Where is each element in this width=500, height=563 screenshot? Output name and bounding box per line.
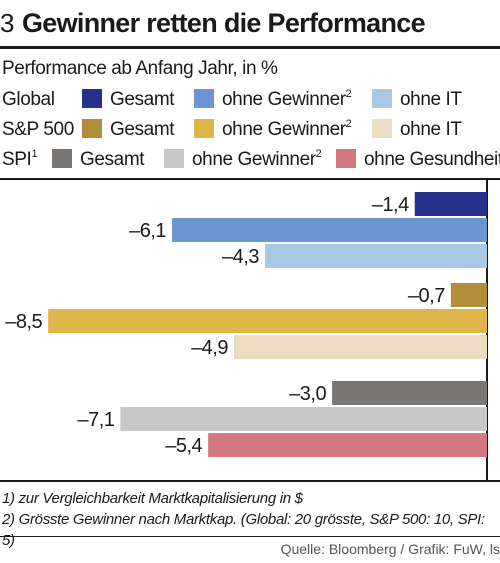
legend-label: ohne Gewinner2 bbox=[222, 118, 352, 140]
legend-swatch bbox=[52, 149, 72, 168]
footer-rule bbox=[0, 536, 500, 537]
legend-label: ohne IT bbox=[400, 89, 462, 110]
bar-chart: –1,4 –6,1 –4,3 –0,7 –8,5 –4,9 –3,0 –7,1 –5,4 bbox=[5, 180, 488, 480]
bar bbox=[414, 192, 487, 216]
legend-group-label: Global bbox=[2, 89, 55, 110]
legend-group-label: SPI1 bbox=[2, 148, 38, 170]
bar bbox=[332, 381, 487, 405]
legend-swatch bbox=[372, 89, 392, 108]
legend-row-spi: SPI1 Gesamt ohne Gewinner2 ohne Gesundhe… bbox=[0, 146, 500, 174]
legend-label: Gesamt bbox=[80, 149, 145, 170]
footnote-1: 1) zur Vergleichbarkeit Marktkapitalisie… bbox=[2, 490, 303, 507]
bar bbox=[450, 283, 487, 307]
bar-value-label: –0,7 bbox=[408, 285, 445, 307]
footnotes: 1) zur Vergleichbarkeit Marktkapitalisie… bbox=[2, 488, 500, 551]
legend-swatch bbox=[82, 119, 102, 138]
legend-row-global: Global Gesamt ohne Gewinner2 ohne IT bbox=[0, 86, 500, 114]
legend-swatch bbox=[194, 89, 214, 108]
legend-swatch bbox=[164, 149, 184, 168]
legend-swatch bbox=[336, 149, 356, 168]
legend-swatch bbox=[82, 89, 102, 108]
legend-label: ohne IT bbox=[400, 119, 462, 140]
title-rule bbox=[0, 46, 500, 49]
bar-value-label: –6,1 bbox=[129, 220, 166, 242]
bar bbox=[172, 218, 487, 242]
bar-value-label: –1,4 bbox=[372, 194, 409, 216]
bar bbox=[48, 309, 488, 333]
chart-bottom-rule bbox=[0, 480, 500, 482]
legend-label: ohne Gewinner2 bbox=[222, 88, 352, 110]
chart-header: 3 Gewinner retten die Performance bbox=[0, 4, 426, 42]
legend-label: Gesamt bbox=[110, 119, 175, 140]
bar-value-label: –4,9 bbox=[191, 337, 228, 359]
legend-label: Gesamt bbox=[110, 89, 175, 110]
source-credit: Quelle: Bloomberg / Grafik: FuW, ls bbox=[280, 541, 500, 557]
bar-value-label: –3,0 bbox=[289, 383, 326, 405]
chart-number: 3 bbox=[0, 7, 14, 38]
legend-label: ohne Gewinner2 bbox=[192, 148, 322, 170]
legend-swatch bbox=[372, 119, 392, 138]
legend-rule bbox=[0, 178, 500, 180]
legend-swatch bbox=[194, 119, 214, 138]
bar bbox=[208, 433, 487, 457]
bar-value-label: –4,3 bbox=[222, 246, 259, 268]
chart-subtitle: Performance ab Anfang Jahr, in % bbox=[2, 58, 278, 79]
bar bbox=[120, 407, 487, 431]
legend-label: ohne Gesundheit bbox=[364, 149, 500, 170]
bar bbox=[264, 244, 487, 268]
bar-value-label: –5,4 bbox=[165, 435, 202, 457]
legend-row-sp500: S&P 500 Gesamt ohne Gewinner2 ohne IT bbox=[0, 116, 500, 144]
bar-value-label: –8,5 bbox=[5, 311, 42, 333]
bar bbox=[234, 335, 487, 359]
bar-value-label: –7,1 bbox=[77, 409, 114, 431]
legend-group-label: S&P 500 bbox=[2, 119, 74, 140]
chart-title: Gewinner retten die Performance bbox=[21, 7, 426, 38]
